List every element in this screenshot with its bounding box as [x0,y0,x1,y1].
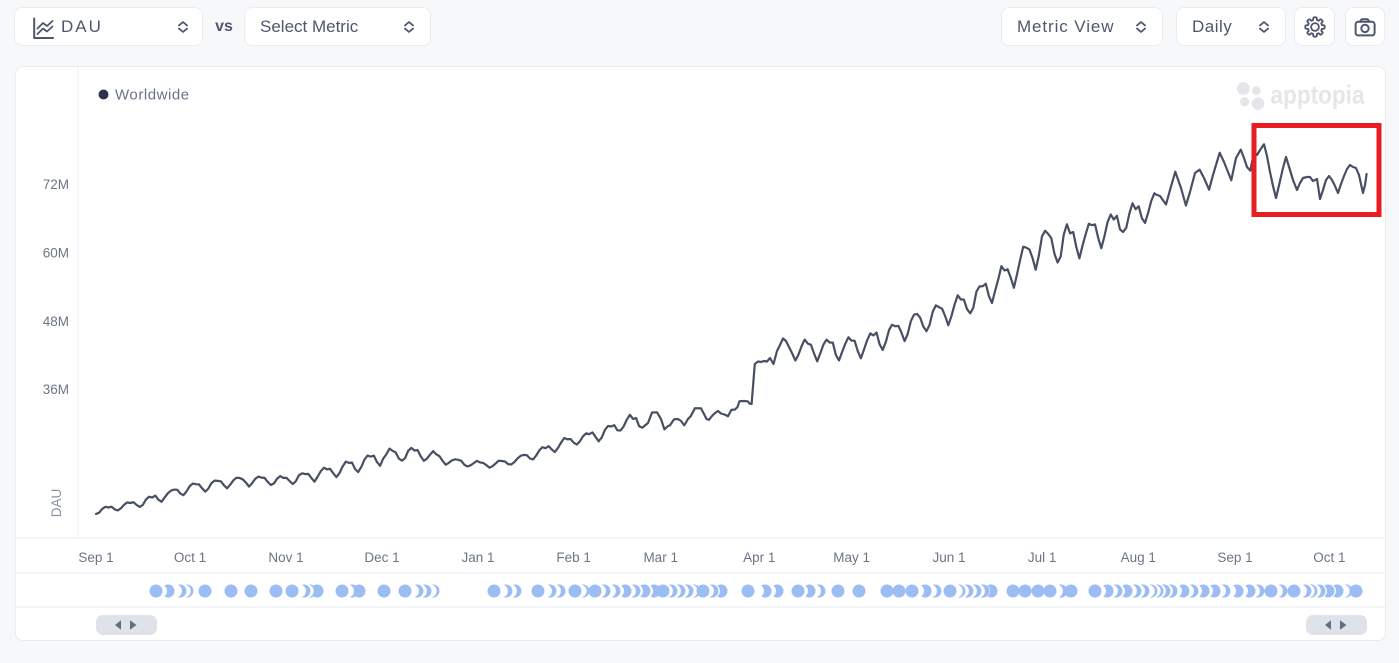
svg-text:Oct 1: Oct 1 [174,550,206,565]
svg-text:Nov 1: Nov 1 [268,550,303,565]
svg-text:Sep 1: Sep 1 [1217,550,1252,565]
svg-text:Jun 1: Jun 1 [932,550,965,565]
svg-text:Apr 1: Apr 1 [743,550,775,565]
svg-text:Dec 1: Dec 1 [364,550,399,565]
svg-text:Aug 1: Aug 1 [1121,550,1156,565]
svg-text:36M: 36M [43,382,69,397]
svg-text:Oct 1: Oct 1 [1313,550,1345,565]
svg-text:Worldwide: Worldwide [115,87,190,104]
svg-text:Feb 1: Feb 1 [556,550,591,565]
svg-text:48M: 48M [43,314,69,329]
svg-text:May 1: May 1 [833,550,870,565]
svg-text:apptopia: apptopia [1271,80,1365,110]
svg-text:Jul 1: Jul 1 [1028,550,1057,565]
svg-text:Mar 1: Mar 1 [643,550,678,565]
svg-text:60M: 60M [43,246,69,261]
svg-text:72M: 72M [43,177,69,192]
svg-text:Jan 1: Jan 1 [461,550,494,565]
svg-text:DAU: DAU [49,489,64,518]
svg-text:Sep 1: Sep 1 [78,550,113,565]
